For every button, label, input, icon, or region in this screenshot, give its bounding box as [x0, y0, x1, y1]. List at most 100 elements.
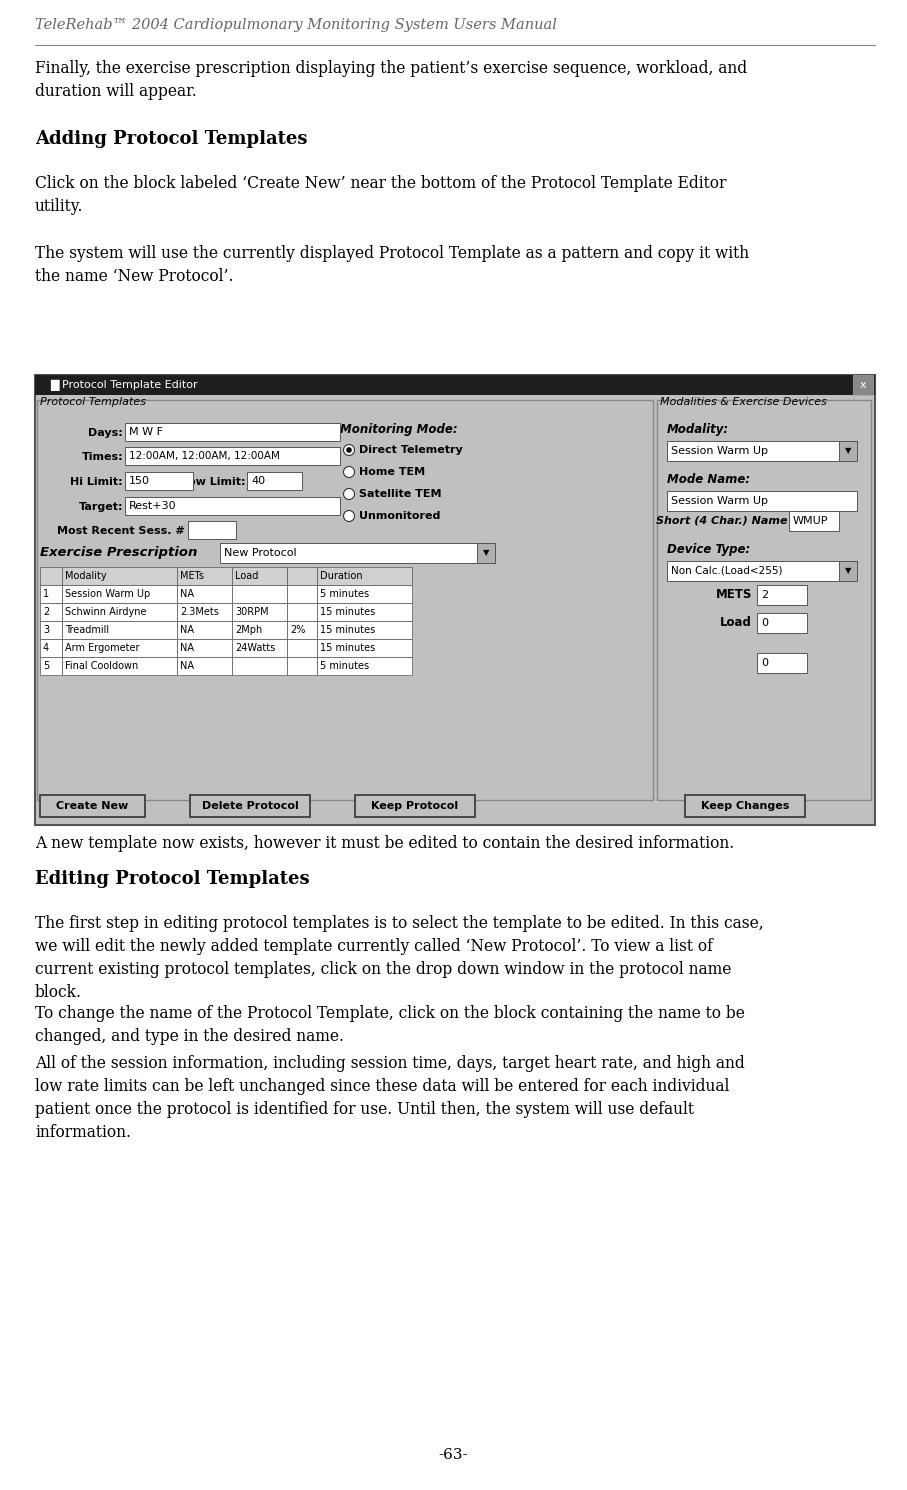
- Bar: [40, 639, 62, 657]
- Bar: [188, 522, 236, 539]
- Bar: [685, 796, 805, 817]
- Text: A new template now exists, however it must be edited to contain the desired info: A new template now exists, however it mu…: [35, 834, 735, 852]
- Bar: [177, 657, 232, 675]
- Text: Create New: Create New: [56, 802, 129, 811]
- Text: Times:: Times:: [82, 451, 123, 462]
- Text: 150: 150: [129, 475, 150, 486]
- Text: 2: 2: [761, 590, 768, 600]
- Text: Home TEM: Home TEM: [359, 466, 425, 477]
- Text: NA: NA: [180, 589, 194, 599]
- Text: Duration: Duration: [320, 571, 363, 581]
- Circle shape: [344, 511, 355, 522]
- Text: 1: 1: [43, 589, 49, 599]
- Text: 5 minutes: 5 minutes: [320, 662, 369, 671]
- Text: ▼: ▼: [483, 548, 489, 557]
- Text: x: x: [860, 380, 866, 390]
- Text: 0: 0: [761, 618, 768, 627]
- Text: Hi Limit:: Hi Limit:: [71, 477, 123, 487]
- Text: Keep Changes: Keep Changes: [701, 802, 789, 811]
- Bar: [177, 568, 232, 586]
- Text: Adding Protocol Templates: Adding Protocol Templates: [35, 130, 307, 148]
- Text: 2Mph: 2Mph: [235, 624, 262, 635]
- Bar: [62, 568, 177, 586]
- Bar: [317, 603, 412, 621]
- Bar: [317, 657, 412, 675]
- Bar: [317, 639, 412, 657]
- Text: ▼: ▼: [844, 566, 852, 575]
- Bar: [317, 568, 412, 586]
- Text: M W F: M W F: [129, 428, 163, 437]
- Text: Device Type:: Device Type:: [667, 542, 750, 556]
- Text: Modality: Modality: [65, 571, 107, 581]
- Bar: [232, 639, 287, 657]
- Text: Keep Protocol: Keep Protocol: [372, 802, 459, 811]
- Bar: [40, 603, 62, 621]
- Text: Unmonitored: Unmonitored: [359, 511, 441, 522]
- Bar: [839, 441, 857, 460]
- Bar: [62, 621, 177, 639]
- Text: -63-: -63-: [439, 1448, 468, 1462]
- Bar: [287, 639, 317, 657]
- Text: █ Protocol Template Editor: █ Protocol Template Editor: [50, 380, 198, 390]
- Bar: [287, 621, 317, 639]
- Bar: [232, 603, 287, 621]
- Text: Treadmill: Treadmill: [65, 624, 109, 635]
- Bar: [125, 472, 193, 490]
- Bar: [667, 441, 857, 460]
- Text: 15 minutes: 15 minutes: [320, 606, 375, 617]
- Text: Delete Protocol: Delete Protocol: [201, 802, 298, 811]
- Bar: [667, 562, 857, 581]
- Text: Days:: Days:: [88, 428, 123, 438]
- Bar: [40, 621, 62, 639]
- Bar: [789, 511, 839, 530]
- Text: 40: 40: [251, 475, 265, 486]
- Bar: [853, 375, 873, 395]
- Text: All of the session information, including session time, days, target heart rate,: All of the session information, includin…: [35, 1055, 745, 1140]
- Text: Click on the block labeled ‘Create New’ near the bottom of the Protocol Template: Click on the block labeled ‘Create New’ …: [35, 174, 727, 215]
- Text: Final Cooldown: Final Cooldown: [65, 662, 138, 671]
- Text: Session Warm Up: Session Warm Up: [65, 589, 151, 599]
- Bar: [657, 399, 871, 800]
- Text: 5 minutes: 5 minutes: [320, 589, 369, 599]
- Circle shape: [344, 489, 355, 499]
- Bar: [232, 568, 287, 586]
- Text: 0: 0: [761, 659, 768, 668]
- Text: 2%: 2%: [290, 624, 306, 635]
- Text: Short (4 Char.) Name: Short (4 Char.) Name: [656, 516, 787, 526]
- Bar: [62, 639, 177, 657]
- Bar: [125, 423, 340, 441]
- Text: New Protocol: New Protocol: [224, 548, 297, 557]
- Text: NA: NA: [180, 644, 194, 653]
- Text: NA: NA: [180, 662, 194, 671]
- Bar: [177, 639, 232, 657]
- Text: WMUP: WMUP: [793, 516, 828, 526]
- Text: Protocol Templates: Protocol Templates: [40, 396, 146, 407]
- Text: METs: METs: [180, 571, 204, 581]
- Bar: [35, 375, 875, 395]
- Text: Rest+30: Rest+30: [129, 501, 177, 511]
- Bar: [40, 568, 62, 586]
- Bar: [62, 657, 177, 675]
- Bar: [177, 603, 232, 621]
- Bar: [317, 621, 412, 639]
- Bar: [355, 796, 475, 817]
- Text: Session Warm Up: Session Warm Up: [671, 496, 768, 507]
- Bar: [177, 586, 232, 603]
- Bar: [247, 472, 302, 490]
- Bar: [477, 542, 495, 563]
- Text: Schwinn Airdyne: Schwinn Airdyne: [65, 606, 147, 617]
- Text: Modality:: Modality:: [667, 423, 729, 437]
- Bar: [232, 586, 287, 603]
- Bar: [125, 447, 340, 465]
- Bar: [177, 621, 232, 639]
- Text: 30RPM: 30RPM: [235, 606, 268, 617]
- Bar: [757, 612, 807, 633]
- Bar: [62, 586, 177, 603]
- Text: Load: Load: [720, 617, 752, 629]
- Text: 2: 2: [43, 606, 49, 617]
- Text: Editing Protocol Templates: Editing Protocol Templates: [35, 870, 309, 888]
- Bar: [40, 796, 145, 817]
- Text: Monitoring Mode:: Monitoring Mode:: [340, 423, 458, 437]
- Bar: [839, 562, 857, 581]
- Bar: [287, 586, 317, 603]
